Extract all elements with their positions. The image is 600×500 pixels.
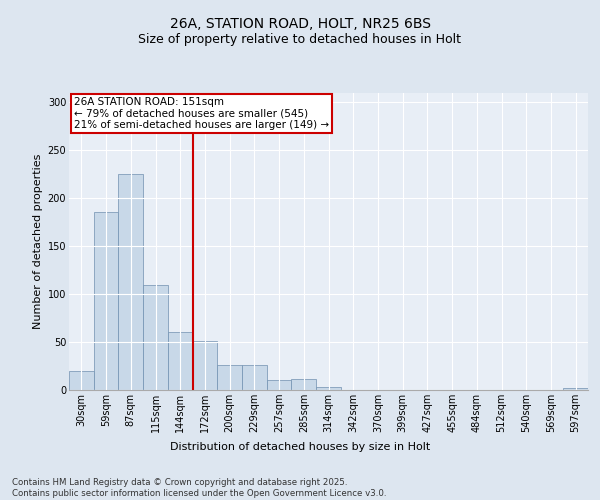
Bar	[118, 174, 143, 390]
Text: Size of property relative to detached houses in Holt: Size of property relative to detached ho…	[139, 32, 461, 46]
Bar	[168, 332, 193, 390]
Bar	[563, 388, 588, 390]
Text: 26A STATION ROAD: 151sqm
← 79% of detached houses are smaller (545)
21% of semi-: 26A STATION ROAD: 151sqm ← 79% of detach…	[74, 97, 329, 130]
Y-axis label: Number of detached properties: Number of detached properties	[34, 154, 43, 329]
Bar	[94, 212, 118, 390]
Bar	[143, 286, 168, 390]
Text: 26A, STATION ROAD, HOLT, NR25 6BS: 26A, STATION ROAD, HOLT, NR25 6BS	[170, 18, 431, 32]
Text: Distribution of detached houses by size in Holt: Distribution of detached houses by size …	[170, 442, 430, 452]
Text: Contains HM Land Registry data © Crown copyright and database right 2025.
Contai: Contains HM Land Registry data © Crown c…	[12, 478, 386, 498]
Bar	[193, 341, 217, 390]
Bar	[217, 365, 242, 390]
Bar	[242, 365, 267, 390]
Bar	[316, 387, 341, 390]
Bar	[267, 380, 292, 390]
Bar	[292, 380, 316, 390]
Bar	[69, 371, 94, 390]
